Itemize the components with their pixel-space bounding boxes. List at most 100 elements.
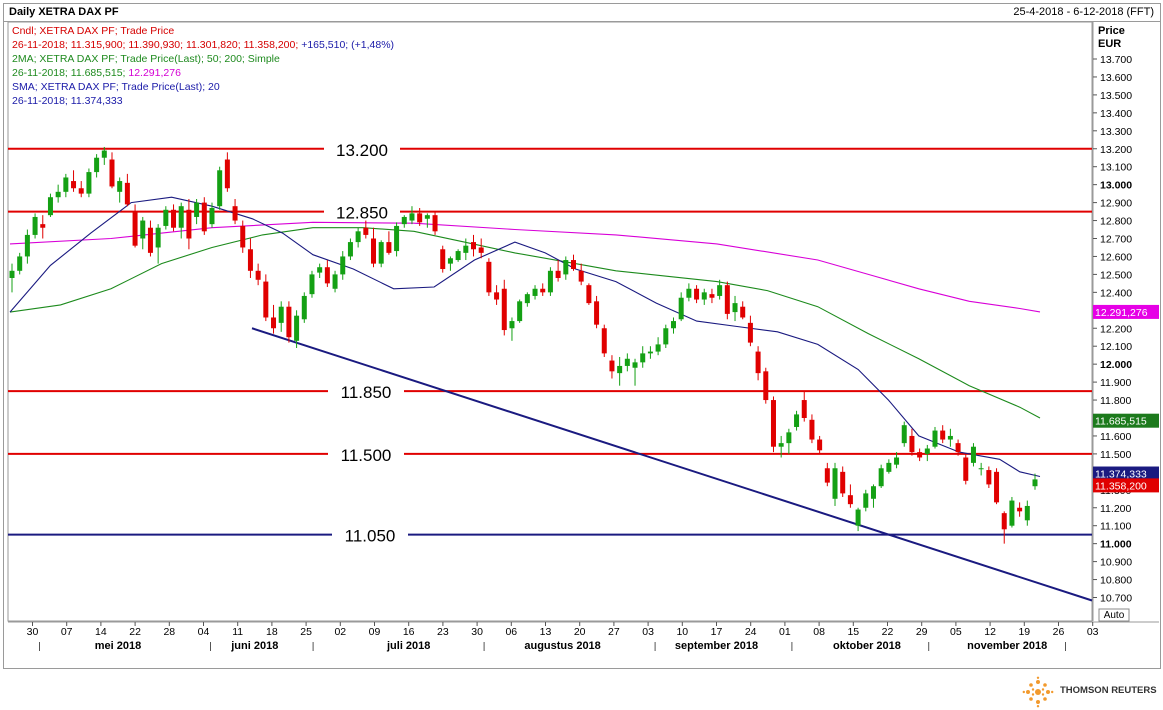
y-tick-label: 12.400 — [1100, 287, 1132, 299]
x-tick-label: 12 — [984, 626, 996, 638]
candle-body — [471, 242, 477, 250]
x-tick-label: 10 — [676, 626, 688, 638]
x-tick-label: 11 — [232, 626, 243, 638]
candle-body — [732, 303, 738, 313]
legend-text: 26-11-2018; 11.685,515; — [12, 67, 129, 79]
y-tick-label: 11.800 — [1100, 395, 1131, 407]
candle-body — [240, 225, 246, 248]
candle-body — [809, 419, 815, 440]
candle-body — [517, 301, 523, 322]
candle-body — [940, 430, 946, 440]
trendline — [251, 327, 1093, 602]
x-tick-label: 30 — [471, 626, 483, 638]
date-range: 25-4-2018 - 6-12-2018 (FFT) — [1013, 6, 1154, 18]
candle-body — [17, 256, 23, 271]
candle-body — [494, 292, 500, 300]
x-tick-label: 08 — [813, 626, 825, 638]
x-tick-label: 02 — [334, 626, 346, 638]
x-tick-label: 03 — [1087, 626, 1099, 638]
candle-body — [747, 322, 753, 343]
x-tick-label: 23 — [437, 626, 449, 638]
candle-body — [417, 213, 423, 223]
candle-body — [686, 288, 692, 298]
x-tick-label: 25 — [300, 626, 312, 638]
candle-body — [801, 400, 807, 418]
candle-body — [155, 227, 161, 248]
x-tick-label: 06 — [505, 626, 517, 638]
candle-body — [63, 177, 69, 192]
x-month-label: juni 2018 — [230, 640, 278, 652]
level-label-bg — [332, 524, 408, 545]
candle-body — [678, 297, 684, 320]
candle-body — [224, 159, 230, 189]
y-tick-label: 11.000 — [1100, 539, 1132, 551]
legend-row: 26-11-2018; 11.315,900; 11.390,930; 11.3… — [12, 38, 394, 52]
candle-body — [601, 328, 607, 354]
candle-body — [32, 216, 38, 235]
x-tick-label: 13 — [540, 626, 552, 638]
candle-body — [986, 470, 992, 485]
candle-body — [840, 471, 846, 494]
x-tick-label: 07 — [61, 626, 73, 638]
thomson-reuters-logo-icon — [1022, 676, 1054, 708]
candle-body — [655, 344, 661, 352]
candle-body — [894, 457, 900, 465]
candle-body — [271, 317, 277, 329]
candle-body — [424, 215, 430, 219]
candle-body — [71, 181, 77, 189]
x-tick-label: 09 — [369, 626, 381, 638]
candle-body — [586, 285, 592, 304]
candle-body — [817, 439, 823, 451]
y-tick-label: 13.600 — [1100, 72, 1132, 84]
candle-body — [278, 306, 284, 323]
candle-body — [178, 206, 184, 228]
candle-body — [24, 234, 30, 257]
level-label-bg — [324, 138, 400, 159]
legend-text: 26-11-2018; 11.374,333 — [12, 95, 123, 107]
candle-body — [217, 170, 223, 207]
candle-body — [886, 462, 892, 472]
candle-body — [1001, 513, 1007, 530]
level-label-bg — [324, 201, 400, 222]
x-tick-label: 05 — [950, 626, 962, 638]
candle-body — [78, 188, 84, 194]
candle-body — [709, 294, 715, 298]
y-tick-label: 11.600 — [1100, 431, 1131, 443]
candle-body — [147, 227, 153, 253]
candle-body — [1009, 500, 1015, 526]
candle-body — [140, 220, 146, 239]
candle-body — [1017, 507, 1023, 512]
candle-body — [324, 267, 330, 284]
legend-row: 2MA; XETRA DAX PF; Trade Price(Last); 50… — [12, 52, 394, 66]
y-tick-label: 12.200 — [1100, 323, 1132, 335]
y-tick-label: 11.200 — [1100, 503, 1131, 515]
auto-scale-button[interactable] — [1098, 608, 1130, 622]
candle-body — [47, 197, 53, 216]
last-value-label: 12.291,276 — [1095, 307, 1148, 319]
candle-body — [901, 425, 907, 444]
candle-body — [994, 471, 1000, 503]
legend-text: SMA; XETRA DAX PF; Trade Price(Last); 20 — [12, 81, 220, 93]
candle-body — [824, 468, 830, 483]
legend-row: 26-11-2018; 11.374,333 — [12, 94, 394, 108]
y-tick-label: 13.000 — [1100, 180, 1132, 192]
candle-body — [101, 150, 107, 158]
level-label: 11.850 — [341, 383, 392, 402]
candle-body — [401, 216, 407, 225]
candle-body — [540, 288, 546, 293]
candle-body — [617, 365, 623, 374]
candle-body — [909, 435, 915, 453]
candle-body — [432, 215, 438, 232]
legend-row: SMA; XETRA DAX PF; Trade Price(Last); 20 — [12, 80, 394, 94]
legend-200-value: 12.291,276 — [128, 67, 181, 79]
x-tick-label: 04 — [198, 626, 210, 638]
candle-body — [194, 202, 200, 217]
level-label: 11.500 — [341, 446, 392, 465]
candle-body — [86, 172, 92, 194]
candle-body — [578, 270, 584, 282]
candle-body — [724, 285, 730, 314]
candle-body — [340, 256, 346, 275]
y-tick-label: 11.100 — [1100, 521, 1131, 533]
candle-body — [532, 288, 538, 296]
